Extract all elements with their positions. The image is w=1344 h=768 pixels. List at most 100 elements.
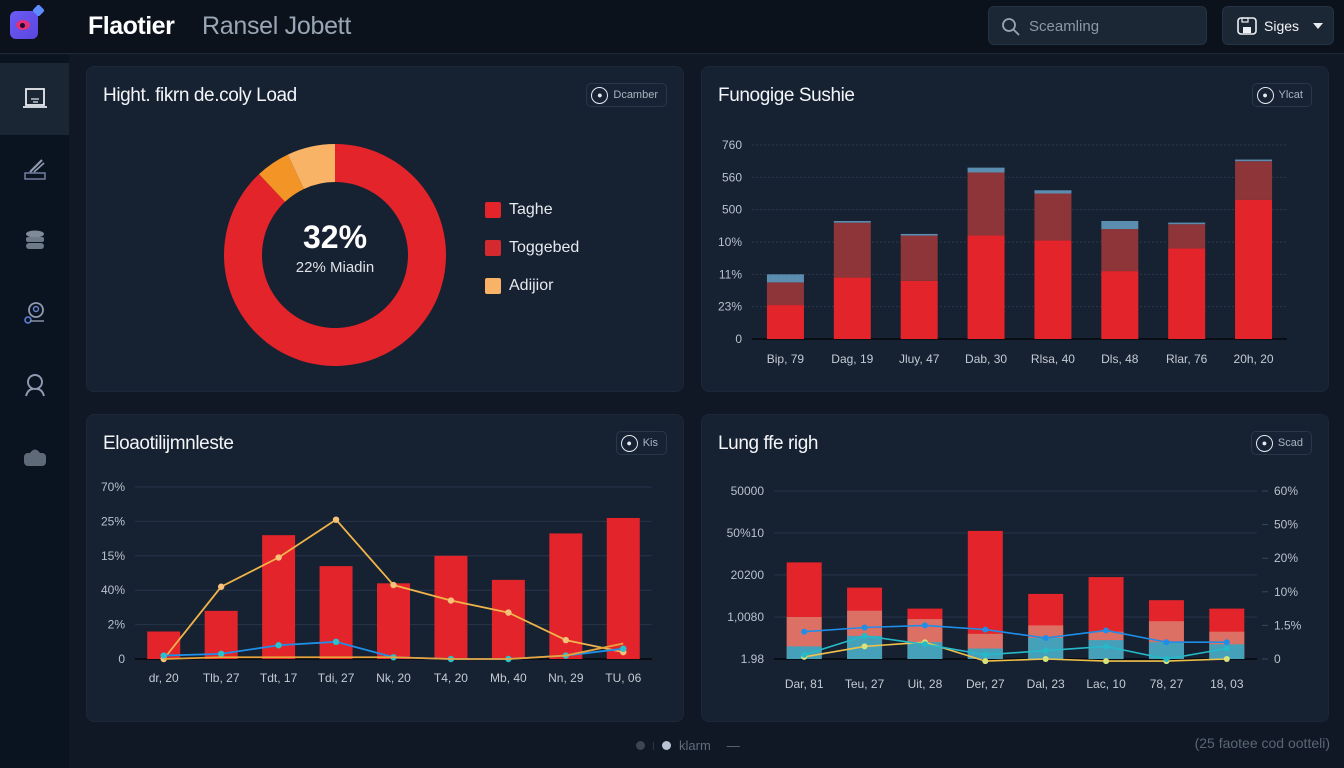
line-point: [1042, 635, 1049, 641]
top-bar: Flaotier Ransel Jobett Siges: [0, 0, 1344, 54]
bar-segment-top: [1235, 159, 1273, 162]
briefcase-icon: [23, 449, 46, 466]
y-tick-label: 23%: [718, 300, 742, 314]
line-series-blue: [804, 624, 1227, 643]
line-point: [1163, 639, 1170, 646]
bar-segment-base: [967, 235, 1005, 339]
bar-segment-middle: [1101, 229, 1139, 272]
bar-segment-top: [1101, 220, 1139, 230]
line-point: [447, 597, 455, 604]
page-dot-active[interactable]: [662, 741, 671, 750]
donut-card: Hight. fikrn de.coly Load ● Dcamber 32% …: [86, 66, 684, 392]
x-tick-label: T4, 20: [434, 671, 468, 685]
legend-item[interactable]: Taghe: [485, 201, 553, 219]
sidebar-item-tools[interactable]: [0, 133, 69, 205]
y-tick-label: 40%: [101, 583, 125, 597]
bar-segment-base: [1168, 248, 1206, 339]
bar-segment-top: [900, 233, 938, 236]
sidebar-item-user[interactable]: [0, 349, 69, 421]
y-tick-label-right: 0: [1274, 652, 1281, 666]
stacked-bar-card: Funogige Sushie ● Ylcat 0 23% 11% 10% 500 560…: [701, 66, 1329, 392]
save-disk-icon: [1237, 17, 1257, 35]
x-tick-label: Lac, 10: [1086, 677, 1126, 691]
x-tick-label: Dar, 81: [785, 677, 824, 691]
database-icon: [25, 230, 44, 249]
bar-segment-base: [1235, 199, 1273, 339]
y-tick-label-left: 1,0080: [727, 610, 764, 624]
dual-card-filter-chip[interactable]: ● Scad: [1250, 431, 1312, 455]
line-point: [332, 638, 340, 645]
y-tick-label: 10%: [718, 235, 742, 249]
legend-item[interactable]: Toggebed: [485, 239, 579, 257]
donut-center-value: 32%: [302, 219, 368, 255]
line-point: [982, 651, 989, 658]
x-tick-label: 20h, 20: [1234, 352, 1274, 366]
combo-chart-card: Eloaotilijmnleste ● Kis 0 2% 40% 15% 25% 70% d…: [86, 414, 684, 722]
line-point: [861, 643, 868, 650]
legend-label: Adijior: [509, 277, 554, 294]
y-tick-label: 15%: [101, 549, 125, 563]
x-tick-label: dr, 20: [149, 671, 179, 685]
line-point: [217, 583, 225, 590]
chip-label: Kis: [642, 437, 658, 449]
app-subtitle: Ransel Jobett: [202, 12, 351, 40]
chip-label: Ylcat: [1278, 89, 1303, 101]
combo-chart: 0 2% 40% 15% 25% 70% dr, 20 Tlb, 27 Tdt, 17 Tdi, …: [101, 480, 652, 685]
line-point: [921, 622, 928, 629]
line-point: [217, 650, 225, 658]
bar-segment-top: [1034, 190, 1072, 194]
y-tick-label: 0: [118, 652, 125, 666]
line-point: [982, 626, 989, 633]
page-dot[interactable]: [636, 741, 645, 750]
y-tick-label-left: 50%10: [727, 526, 765, 540]
x-tick-label: TU, 06: [605, 671, 641, 685]
y-tick-label: 2%: [108, 618, 126, 632]
bar-segment-middle: [833, 222, 871, 278]
bar: [606, 517, 640, 659]
edit-tools-icon: [23, 159, 46, 180]
x-tick-label: Dab, 30: [965, 352, 1007, 366]
bar-teal: [1148, 642, 1184, 659]
line-point: [275, 642, 282, 649]
x-tick-label: Nn, 29: [548, 671, 584, 685]
x-tick-label: Tlb, 27: [203, 671, 240, 685]
line-point: [1223, 656, 1230, 662]
sign-dropdown-button[interactable]: Siges: [1222, 6, 1334, 45]
stacked-card-filter-chip[interactable]: ● Ylcat: [1251, 83, 1312, 107]
bar: [377, 583, 410, 659]
donut-slice: [259, 154, 304, 202]
combo-card-filter-chip[interactable]: ● Kis: [615, 431, 667, 455]
sidebar-item-laptop[interactable]: [0, 63, 69, 135]
x-tick-label: Rlsa, 40: [1031, 352, 1075, 366]
search-input[interactable]: [1029, 15, 1199, 37]
app-logo-icon[interactable]: [10, 4, 45, 39]
footer-note: (25 faotee cod ootteli): [1194, 735, 1330, 751]
donut-card-filter-chip[interactable]: ● Dcamber: [586, 83, 667, 107]
legend-swatch: [485, 278, 501, 294]
line-series-yellow: [804, 641, 1227, 662]
legend-label: Toggebed: [509, 239, 580, 256]
dual-axis-chart: 1.98 1,0080 20200 50%10 50000 0 1.5% 10% 20% 50% 6…: [727, 484, 1302, 691]
line-point: [1103, 643, 1110, 650]
y-tick-label: 500: [722, 203, 742, 217]
location-pin-icon: [23, 302, 44, 324]
line-point: [921, 641, 928, 648]
line-point: [390, 581, 397, 589]
user-icon: [24, 374, 45, 397]
legend-item[interactable]: Adijior: [485, 277, 553, 295]
donut-chart: [224, 144, 446, 366]
line-point: [801, 651, 808, 658]
sidebar-item-database[interactable]: [0, 205, 69, 277]
sidebar-item-location[interactable]: [0, 277, 69, 349]
bar-segment-top: [1168, 222, 1206, 225]
bar: [434, 555, 468, 659]
x-tick-label: Tdi, 27: [318, 671, 355, 685]
y-tick-label-right: 10%: [1274, 585, 1298, 599]
search-box[interactable]: [988, 6, 1207, 45]
donut-center-label: 22% Miadin: [295, 259, 375, 276]
line-point: [801, 628, 808, 635]
app-title: Flaotier: [88, 12, 175, 40]
line-point: [1042, 656, 1049, 662]
sidebar-item-briefcase[interactable]: [0, 421, 69, 493]
bar-segment-top: [967, 167, 1005, 173]
